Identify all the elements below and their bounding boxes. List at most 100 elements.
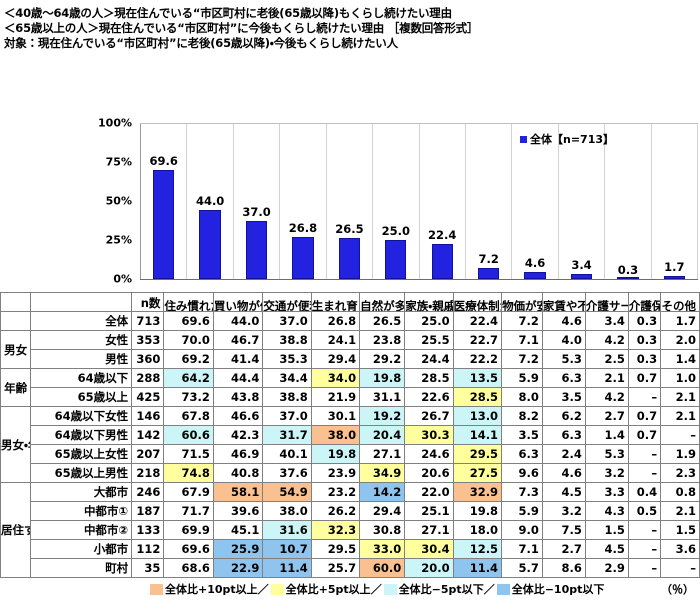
header-category-spacer: [0, 292, 32, 312]
table-cell: 27.5: [452, 463, 503, 483]
table-cell: 71.7: [163, 501, 214, 521]
table-cell: 28.5: [452, 387, 503, 407]
table-cell: 60.6: [163, 425, 214, 445]
table-cell: 5.3: [541, 349, 586, 369]
table-cell: 30.1: [310, 406, 361, 426]
table-cell: 4.5: [541, 482, 586, 502]
table-cell: 5.9: [501, 501, 543, 521]
bar[interactable]: [617, 277, 639, 279]
table-cell: 46.6: [212, 406, 264, 426]
table-cell: 34.0: [310, 368, 361, 388]
bar[interactable]: [338, 237, 361, 279]
table-row: 男女・年齢64歳以下女性14667.846.637.030.119.226.71…: [0, 406, 700, 483]
bar-column[interactable]: 0.3: [604, 124, 650, 279]
bar[interactable]: [292, 237, 314, 279]
table-cell: 2.7: [541, 539, 586, 559]
column-header-0: 住み慣れた地域である: [163, 292, 214, 312]
table-cell: 25.7: [310, 558, 361, 578]
row-n-value: 187: [131, 501, 165, 521]
table-cell: 40.8: [212, 463, 264, 483]
data-table: n数 住み慣れた地域である 買い物が便利 交通が便利 生まれ育った地域である 自…: [0, 292, 700, 578]
table-cell: 31.1: [359, 387, 406, 407]
highlight-legend-item: 全体比−5pt以下／: [383, 581, 497, 597]
table-cell: 38.8: [262, 330, 312, 350]
highlight-legend-label: 全体比−10pt以下: [511, 583, 605, 596]
highlight-legend: 全体比+10pt以上／全体比+5pt以上／全体比−5pt以下／ 全体比−10pt以…: [0, 581, 700, 597]
table-cell: 0.7: [627, 425, 662, 445]
table-cell: 22.2: [452, 349, 503, 369]
table-cell: 4.2: [584, 330, 629, 350]
bar[interactable]: [153, 170, 175, 279]
table-cell: –: [660, 425, 700, 445]
bar[interactable]: [431, 244, 453, 279]
bar-column[interactable]: 22.4: [418, 124, 465, 279]
table-cell: 34.4: [262, 368, 312, 388]
table-cell: 2.3: [660, 463, 700, 483]
table-cell: 26.5: [359, 311, 406, 331]
bar-column[interactable]: 7.2: [464, 124, 511, 279]
legend-separator: ／: [257, 583, 269, 596]
bar-column[interactable]: 69.6: [140, 124, 186, 279]
table-cell: 69.9: [163, 520, 214, 540]
bar[interactable]: [524, 271, 546, 279]
table-cell: 25.0: [404, 311, 454, 331]
bar[interactable]: [570, 273, 593, 279]
table-cell: 54.9: [262, 482, 312, 502]
row-label: 町村: [30, 558, 133, 578]
table-cell: 2.1: [584, 368, 629, 388]
bar-column[interactable]: 4.6: [511, 124, 557, 279]
bar-column[interactable]: 25.0: [372, 124, 418, 279]
bar-value-label: 1.7: [664, 260, 685, 275]
table-cell: 6.3: [541, 425, 586, 445]
table-cell: 25.9: [212, 539, 264, 559]
row-group-label: 男女・年齢: [0, 406, 32, 483]
row-label: 全体: [30, 311, 133, 331]
table-cell: 4.6: [541, 463, 586, 483]
highlight-legend-item: 全体比+5pt以上／: [270, 581, 384, 597]
row-label: 64歳以下女性: [30, 406, 133, 426]
table-cell: 38.0: [262, 501, 312, 521]
bar-column[interactable]: 3.4: [557, 124, 604, 279]
table-cell: 23.9: [310, 463, 361, 483]
table-cell: 35.3: [262, 349, 312, 369]
table-cell: 33.0: [359, 539, 406, 559]
bar-column[interactable]: 26.8: [279, 124, 325, 279]
table-cell: 7.5: [541, 520, 586, 540]
table-cell: 26.2: [310, 501, 361, 521]
bar[interactable]: [385, 240, 407, 279]
bar-column[interactable]: 26.5: [325, 124, 372, 279]
title-block: ＜40歳～64歳の人＞現在住んでいる“市区町村に老後(65歳以降)もくらし続けた…: [0, 0, 700, 51]
table-cell: 20.4: [359, 425, 406, 445]
bar-value-label: 0.3: [617, 262, 639, 277]
bar[interactable]: [663, 276, 686, 279]
highlight-legend-item: 全体比+10pt以上／: [150, 581, 271, 597]
row-label: 小都市: [30, 539, 133, 559]
table-cell: 30.3: [404, 425, 454, 445]
bar-value-label: 7.2: [478, 251, 499, 266]
table-cell: 0.3: [627, 349, 662, 369]
bar-chart: 0% 25% 50% 75% 100% 69.6 44.0 37.0 26.8 26.5 25.0…: [0, 53, 700, 291]
table-cell: 1.5: [584, 520, 629, 540]
table-cell: 1.4: [660, 349, 700, 369]
table-row: 男女 女性 353 70.0 46.7 38.8 24.1 23.8 25.5 22.7 7.1 4.…: [0, 330, 700, 369]
table-cell: 19.8: [359, 368, 406, 388]
bar[interactable]: [477, 267, 500, 279]
column-header-5: 家族・親戚が近くに住んでいる: [404, 292, 454, 312]
bar-column[interactable]: 37.0: [232, 124, 279, 279]
highlight-swatch-icon: [496, 583, 510, 595]
table-cell: 13.5: [452, 368, 503, 388]
table-cell: 60.0: [359, 558, 406, 578]
bar[interactable]: [245, 221, 268, 279]
bar[interactable]: [199, 210, 221, 279]
bar-column[interactable]: 1.7: [650, 124, 699, 279]
table-cell: 74.8: [163, 463, 214, 483]
column-header-9: 介護サービスが充実している: [584, 292, 629, 312]
table-cell: 3.5: [501, 425, 543, 445]
table-cell: 32.9: [452, 482, 503, 502]
table-cell: 6.3: [501, 444, 543, 464]
table-cell: 37.0: [262, 311, 312, 331]
title-line-3: 対象：現在住んでいる“市区町村”に老後(65歳以降)・今後もくらし続けたい人: [4, 36, 398, 50]
table-header-row: n数 住み慣れた地域である 買い物が便利 交通が便利 生まれ育った地域である 自…: [0, 292, 700, 312]
bar-column[interactable]: 44.0: [186, 124, 232, 279]
table-cell: 29.4: [310, 349, 361, 369]
